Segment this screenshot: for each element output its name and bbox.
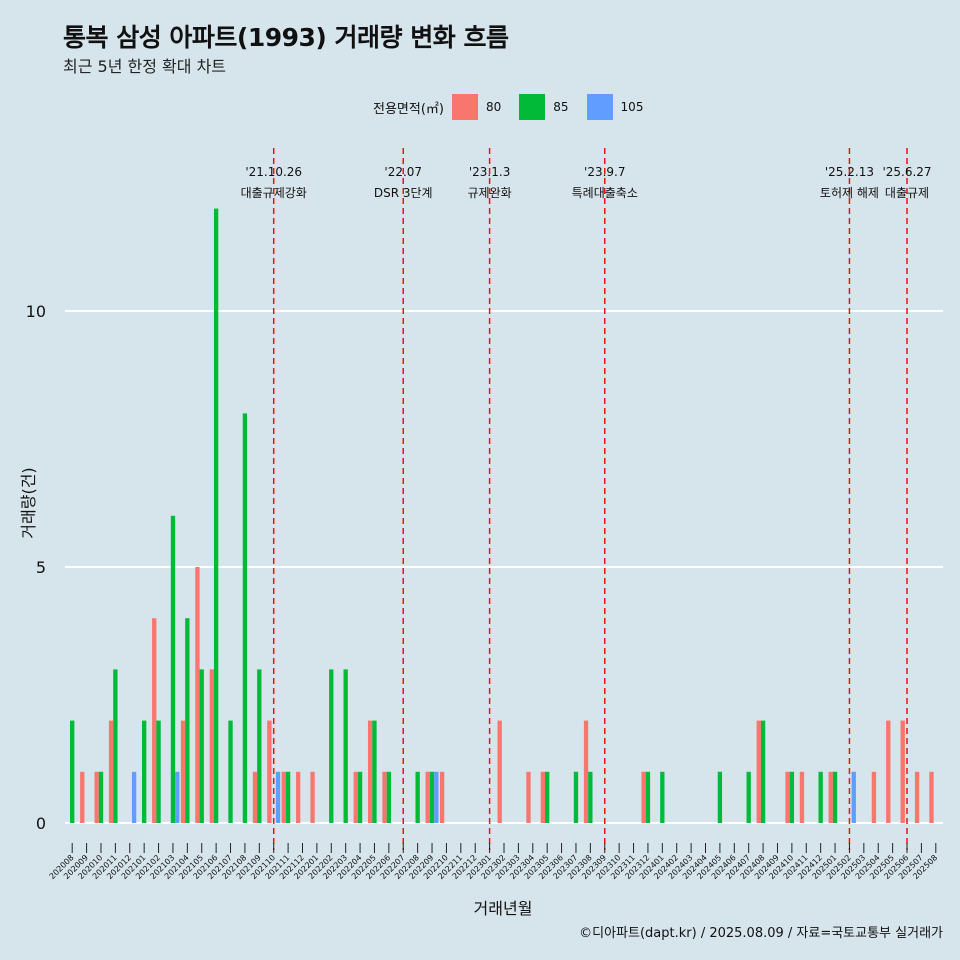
- bar-202203-85: [343, 669, 348, 823]
- bar-202209-80: [425, 771, 430, 823]
- bar-202312-80: [641, 771, 646, 823]
- bar-202305-80: [540, 771, 546, 823]
- y-axis-label: 거래량(건): [19, 467, 38, 538]
- bar-202107-85: [228, 720, 233, 823]
- bar-202410-85: [789, 771, 795, 823]
- bar-202106-80: [209, 669, 214, 823]
- bar-202312-85: [645, 771, 651, 823]
- bar-202501-80: [828, 771, 833, 823]
- bar-202210-80: [439, 771, 445, 823]
- bar-202206-85: [386, 771, 392, 823]
- bar-202011-85: [113, 669, 118, 823]
- bar-202104-85: [185, 618, 190, 823]
- bar-202502-105: [851, 771, 856, 823]
- legend-key-80: [451, 94, 478, 120]
- event-date-label: '22.07: [384, 165, 422, 179]
- bar-202108-85: [242, 413, 248, 823]
- bar-202209-85: [429, 771, 435, 823]
- bar-202506-80: [900, 720, 905, 823]
- bar-202105-85: [199, 669, 204, 823]
- bar-202411-80: [799, 771, 805, 823]
- y-tick-label: 0: [36, 814, 46, 833]
- event-date-label: '21.10.26: [245, 165, 302, 179]
- bar-202206-80: [382, 771, 387, 823]
- bar-202308-80: [583, 720, 589, 823]
- bar-202110-105: [275, 771, 281, 823]
- event-date-label: '25.2.13: [825, 165, 874, 179]
- bar-202010-80: [94, 771, 99, 823]
- bar-202202-85: [329, 669, 334, 823]
- bar-202410-80: [785, 771, 790, 823]
- bar-202012-105: [131, 771, 137, 823]
- bar-202008-85: [70, 720, 75, 823]
- event-name-label: 대출규제: [885, 186, 929, 200]
- event-date-label: '23.9.7: [584, 165, 625, 179]
- event-date-label: '23.1.3: [469, 165, 510, 179]
- legend-key-105: [586, 94, 613, 120]
- legend-key-85: [519, 94, 546, 120]
- bar-202408-80: [756, 720, 761, 823]
- bar-202507-80: [914, 771, 920, 823]
- event-name-label: 특례대출축소: [572, 186, 638, 200]
- event-date-label: '25.6.27: [882, 165, 931, 179]
- bar-202110-80: [267, 720, 272, 823]
- bar-202208-85: [415, 771, 420, 823]
- bar-202405-85: [717, 771, 723, 823]
- chart-subtitle: 최근 5년 한정 확대 차트: [63, 57, 227, 76]
- bar-202412-85: [818, 771, 823, 823]
- legend-label-80: 80: [485, 100, 502, 114]
- bar-202011-80: [108, 720, 114, 823]
- chart-title: 통복 삼성 아파트(1993) 거래량 변화 흐름: [63, 23, 509, 52]
- event-name-label: 대출규제강화: [241, 186, 307, 200]
- event-name-label: 규제완화: [468, 186, 512, 200]
- bar-202010-85: [98, 771, 104, 823]
- event-name-label: 토허제 해제: [820, 186, 879, 200]
- event-lines: '21.10.26 대출규제강화 '22.07 DSR 3단계 '23.1.3 규제완화 '…: [241, 148, 932, 850]
- bars: [70, 208, 934, 824]
- bar-202209-105: [434, 771, 439, 823]
- source-caption: ©디아파트(dapt.kr) / 2025.08.09 / 자료=국토교통부 실…: [579, 926, 943, 941]
- bar-202009-80: [80, 771, 85, 823]
- bar-202112-80: [296, 771, 301, 823]
- bar-202103-85: [170, 515, 176, 823]
- bar-202201-80: [310, 771, 315, 823]
- legend-label-85: 85: [553, 100, 569, 114]
- bar-202501-85: [832, 771, 838, 823]
- legend-label-105: 105: [620, 100, 644, 114]
- bar-202408-85: [760, 720, 766, 823]
- bar-202104-80: [180, 720, 186, 823]
- y-tick-label: 5: [36, 558, 46, 577]
- bar-202204-85: [357, 771, 363, 823]
- bar-202109-80: [252, 771, 258, 823]
- bar-202307-85: [573, 771, 579, 823]
- bar-202101-85: [142, 720, 147, 823]
- bar-202103-105: [175, 771, 180, 823]
- legend-title: 전용면적(㎡): [373, 101, 444, 117]
- bar-202102-80: [152, 618, 157, 823]
- bar-202508-80: [929, 771, 934, 823]
- bar-202205-80: [367, 720, 373, 823]
- bar-202304-80: [526, 771, 531, 823]
- bar-202102-85: [156, 720, 161, 823]
- bar-202401-85: [660, 771, 665, 823]
- bar-202302-80: [497, 720, 502, 823]
- x-axis-label: 거래년월: [474, 899, 533, 918]
- bar-202105-80: [195, 567, 200, 823]
- legend: 전용면적(㎡) 80 85 105: [373, 93, 661, 121]
- bar-202109-85: [257, 669, 262, 823]
- event-name-label: DSR 3단계: [374, 186, 433, 200]
- bar-202111-80: [281, 771, 286, 823]
- bar-202305-85: [545, 771, 550, 823]
- bar-202504-80: [871, 771, 877, 823]
- bar-202111-85: [285, 771, 291, 823]
- y-tick-label: 10: [26, 302, 46, 321]
- bar-202106-85: [213, 208, 219, 824]
- bar-202407-85: [746, 771, 751, 823]
- bar-202308-85: [588, 771, 593, 823]
- bar-202505-80: [886, 720, 891, 823]
- bar-202204-80: [353, 771, 358, 823]
- bar-202205-85: [372, 720, 377, 823]
